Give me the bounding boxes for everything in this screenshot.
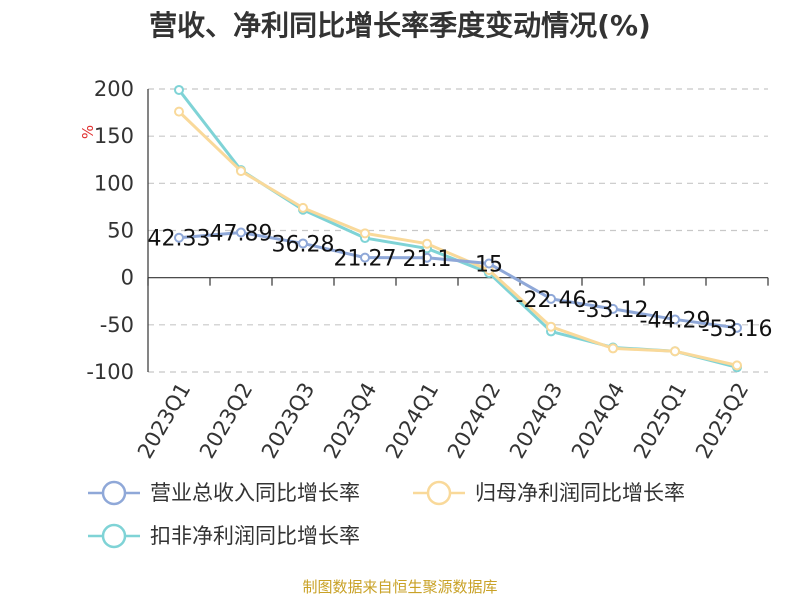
x-tick-label: 2024Q4 — [567, 379, 629, 463]
data-point — [670, 314, 680, 325]
y-axis-label: % — [79, 125, 97, 139]
series-line — [178, 230, 738, 330]
data-point — [360, 252, 370, 263]
data-point — [670, 346, 680, 357]
series-layer — [174, 84, 742, 373]
data-point — [236, 166, 246, 177]
data-label: -44.29 — [640, 308, 711, 333]
y-tick-label: -100 — [86, 360, 134, 384]
data-label: 21.27 — [334, 247, 397, 272]
data-point — [360, 228, 370, 239]
data-label: -53.16 — [702, 317, 773, 342]
data-point — [236, 227, 246, 238]
x-tick-label: 2024Q2 — [443, 379, 505, 463]
data-point — [174, 232, 184, 243]
data-point — [608, 303, 618, 314]
y-tick-label: 150 — [94, 124, 134, 148]
y-tick-label: 100 — [94, 171, 134, 195]
chart-title: 营收、净利同比增长率季度变动情况(%) — [149, 9, 651, 42]
x-tick-label: 2023Q3 — [257, 379, 319, 463]
data-label: 42.33 — [148, 227, 211, 252]
data-point — [422, 238, 432, 249]
data-point — [732, 322, 742, 333]
source-note: 制图数据来自恒生聚源数据库 — [302, 578, 498, 596]
legend-marker — [101, 480, 127, 506]
data-point — [298, 238, 308, 249]
x-tick-label: 2024Q3 — [505, 379, 567, 463]
data-label: 47.89 — [210, 221, 273, 246]
data-point — [298, 202, 308, 213]
x-tick-label: 2024Q1 — [381, 379, 443, 463]
legend-marker — [426, 480, 452, 506]
data-point — [608, 343, 618, 354]
x-tick-label: 2023Q4 — [319, 379, 381, 463]
y-tick-label: -50 — [100, 313, 134, 337]
series-line — [177, 110, 738, 367]
data-label: -22.46 — [516, 288, 587, 313]
legend-label: 归母净利润同比增长率 — [475, 481, 685, 505]
grid-lines — [148, 88, 768, 373]
data-label: -33.12 — [578, 298, 649, 323]
data-point — [732, 360, 742, 371]
legend-label: 扣非净利润同比增长率 — [150, 524, 360, 548]
legend-label: 营业总收入同比增长率 — [150, 481, 360, 505]
data-point — [546, 321, 556, 332]
y-tick-label: 200 — [94, 77, 134, 101]
x-tick-label: 2025Q1 — [629, 379, 691, 463]
x-tick-label: 2023Q2 — [195, 379, 257, 463]
data-label: 36.28 — [272, 232, 335, 257]
data-label: 21.1 — [403, 247, 452, 272]
legend-marker — [101, 523, 127, 549]
x-tick-label: 2023Q1 — [133, 379, 195, 463]
data-point — [422, 252, 432, 263]
data-point — [484, 258, 494, 269]
data-point — [174, 84, 184, 95]
y-tick-label: 0 — [121, 266, 134, 290]
x-tick-label: 2025Q2 — [691, 379, 753, 463]
data-label: 15 — [475, 253, 503, 278]
data-point — [174, 106, 184, 117]
data-point — [546, 293, 556, 304]
y-tick-label: 50 — [107, 219, 134, 243]
